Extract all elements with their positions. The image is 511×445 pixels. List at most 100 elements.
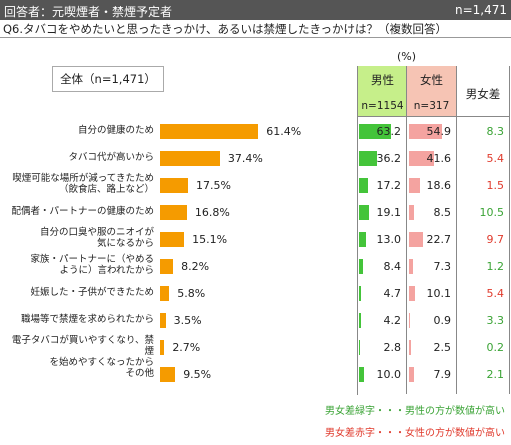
male-value: 13.0 xyxy=(376,233,402,246)
female-bar xyxy=(409,232,423,247)
male-bar xyxy=(359,124,391,139)
category-label: 自分の口臭や服のニオイが 気になるから xyxy=(4,227,154,249)
male-value: 36.2 xyxy=(376,152,402,165)
female-value: 8.5 xyxy=(433,206,452,219)
note-red: 男女差赤字・・・女性の方が数値が高い xyxy=(325,428,505,439)
category-label: 職場等で禁煙を求められたから xyxy=(4,314,154,325)
male-value: 4.7 xyxy=(383,287,402,300)
table-divider xyxy=(406,66,407,394)
category-label-line: （飲食店、路上など） xyxy=(58,184,154,195)
male-value: 19.1 xyxy=(376,206,402,219)
unit-label: (%) xyxy=(397,50,417,63)
diff-value: 3.3 xyxy=(486,314,505,327)
overall-value-label: 5.8% xyxy=(177,287,206,300)
female-value: 7.9 xyxy=(433,368,452,381)
diff-column-header: 男女差 xyxy=(457,66,509,116)
male-value: 2.8 xyxy=(383,341,402,354)
category-label-line: ように）言われたから xyxy=(59,265,154,276)
category-label: 電子タバコが買いやすくなり、禁煙 を始めやすくなったから xyxy=(4,335,154,368)
female-bar xyxy=(409,259,414,274)
respondent-label: 回答者：元喫煙者・禁煙予定者 xyxy=(4,5,173,19)
overall-value-label: 9.5% xyxy=(183,368,212,381)
overall-value-label: 15.1% xyxy=(192,233,228,246)
male-value: 10.0 xyxy=(376,368,402,381)
female-label: 女性 xyxy=(420,73,443,87)
overall-value-label: 3.5% xyxy=(173,314,202,327)
category-label-line: その他 xyxy=(125,368,154,379)
female-value: 10.1 xyxy=(426,287,452,300)
female-n: n=317 xyxy=(413,100,450,112)
female-value: 0.9 xyxy=(433,314,452,327)
diff-value: 8.3 xyxy=(486,125,505,138)
overall-bar xyxy=(160,232,185,247)
diff-value: 1.2 xyxy=(486,260,505,273)
male-bar xyxy=(359,259,364,274)
female-column-header: 女性 n=317 xyxy=(407,66,456,116)
overall-bar xyxy=(160,259,174,274)
overall-bar xyxy=(160,286,170,301)
overall-bar xyxy=(160,124,259,139)
category-label: 配偶者・パートナーの健康のため xyxy=(4,206,154,217)
category-label: 喫煙可能な場所が減ってきたため （飲食店、路上など） xyxy=(4,173,154,195)
female-value: 7.3 xyxy=(433,260,452,273)
sample-size: n=1,471 xyxy=(454,3,507,17)
diff-value: 2.1 xyxy=(486,368,505,381)
overall-value-label: 17.5% xyxy=(196,179,231,192)
female-bar xyxy=(409,151,434,166)
female-value: 41.6 xyxy=(426,152,452,165)
category-label-line: 配偶者・パートナーの健康のため xyxy=(11,206,154,217)
category-label-line: 職場等で禁煙を求められたから xyxy=(20,314,154,325)
category-label-line: タバコ代が高いから xyxy=(68,152,154,163)
male-bar xyxy=(359,232,366,247)
female-bar xyxy=(409,367,414,382)
category-label: 妊娠した・子供ができたため xyxy=(4,287,154,298)
female-bar xyxy=(409,286,416,301)
male-label: 男性 xyxy=(371,73,394,87)
legend-overall: 全体（n=1,471） xyxy=(52,66,164,92)
male-bar xyxy=(359,151,378,166)
female-bar xyxy=(409,205,415,220)
category-label: タバコ代が高いから xyxy=(4,152,154,163)
overall-value-label: 37.4% xyxy=(227,152,263,165)
category-label-line: 喫煙可能な場所が減ってきたため xyxy=(12,173,154,184)
male-bar xyxy=(359,178,368,193)
male-value: 63.2 xyxy=(376,125,402,138)
category-label-line: 家族・パートナーに（やめる xyxy=(30,254,154,265)
table-divider xyxy=(456,66,457,394)
overall-bar xyxy=(160,367,176,382)
diff-label: 男女差 xyxy=(465,87,501,101)
category-label-line: 自分の健康のため xyxy=(77,125,154,136)
male-n: n=1154 xyxy=(361,100,404,112)
table-divider xyxy=(509,66,510,394)
overall-value-label: 8.2% xyxy=(181,260,210,273)
category-label: その他 xyxy=(4,368,154,379)
category-label: 自分の健康のため xyxy=(4,125,154,136)
male-bar xyxy=(359,313,362,328)
female-bar xyxy=(409,178,421,193)
overall-value-label: 16.8% xyxy=(194,206,230,219)
overall-value-label: 61.4% xyxy=(266,125,302,138)
diff-value: 1.5 xyxy=(486,179,505,192)
category-label-line: 電子タバコが買いやすくなり、禁煙 xyxy=(11,335,154,357)
male-bar xyxy=(359,340,361,355)
category-label: 家族・パートナーに（やめる ように）言われたから xyxy=(4,254,154,276)
female-value: 54.9 xyxy=(426,125,452,138)
table-divider xyxy=(357,66,358,394)
header-bar: 回答者：元喫煙者・禁煙予定者 n=1,471 xyxy=(0,0,511,20)
overall-bar xyxy=(160,178,188,193)
male-bar xyxy=(359,367,364,382)
note-green: 男女差緑字・・・男性の方が数値が高い xyxy=(325,406,505,417)
female-bar xyxy=(409,340,411,355)
category-label-line: を始めやすくなったから xyxy=(49,357,154,368)
overall-value-label: 2.7% xyxy=(172,341,201,354)
overall-bar xyxy=(160,340,165,355)
category-label-line: 気になるから xyxy=(96,238,154,249)
category-label-line: 自分の口臭や服のニオイが xyxy=(39,227,154,238)
female-value: 18.6 xyxy=(426,179,452,192)
diff-value: 5.4 xyxy=(486,287,505,300)
diff-value: 5.4 xyxy=(486,152,505,165)
female-bar xyxy=(409,313,410,328)
male-column-header: 男性 n=1154 xyxy=(357,66,407,116)
overall-bar xyxy=(160,205,187,220)
